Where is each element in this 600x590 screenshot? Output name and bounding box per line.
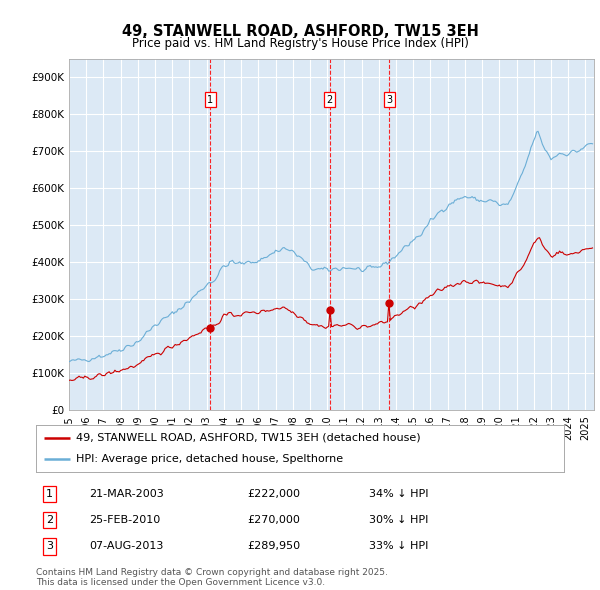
- Text: 2: 2: [46, 515, 53, 525]
- Text: 3: 3: [386, 94, 392, 104]
- Text: 49, STANWELL ROAD, ASHFORD, TW15 3EH: 49, STANWELL ROAD, ASHFORD, TW15 3EH: [122, 24, 478, 38]
- Text: 30% ↓ HPI: 30% ↓ HPI: [368, 515, 428, 525]
- Text: 49, STANWELL ROAD, ASHFORD, TW15 3EH (detached house): 49, STANWELL ROAD, ASHFORD, TW15 3EH (de…: [76, 432, 420, 442]
- Text: 2: 2: [326, 94, 333, 104]
- Text: £289,950: £289,950: [247, 542, 301, 552]
- Text: £270,000: £270,000: [247, 515, 300, 525]
- Text: 33% ↓ HPI: 33% ↓ HPI: [368, 542, 428, 552]
- Text: HPI: Average price, detached house, Spelthorne: HPI: Average price, detached house, Spel…: [76, 454, 343, 464]
- Text: 21-MAR-2003: 21-MAR-2003: [89, 489, 164, 499]
- Text: Contains HM Land Registry data © Crown copyright and database right 2025.
This d: Contains HM Land Registry data © Crown c…: [36, 568, 388, 587]
- Text: Price paid vs. HM Land Registry's House Price Index (HPI): Price paid vs. HM Land Registry's House …: [131, 37, 469, 50]
- Text: 25-FEB-2010: 25-FEB-2010: [89, 515, 160, 525]
- Text: 34% ↓ HPI: 34% ↓ HPI: [368, 489, 428, 499]
- Text: 1: 1: [208, 94, 214, 104]
- Text: 1: 1: [46, 489, 53, 499]
- Text: £222,000: £222,000: [247, 489, 300, 499]
- Text: 3: 3: [46, 542, 53, 552]
- Text: 07-AUG-2013: 07-AUG-2013: [89, 542, 163, 552]
